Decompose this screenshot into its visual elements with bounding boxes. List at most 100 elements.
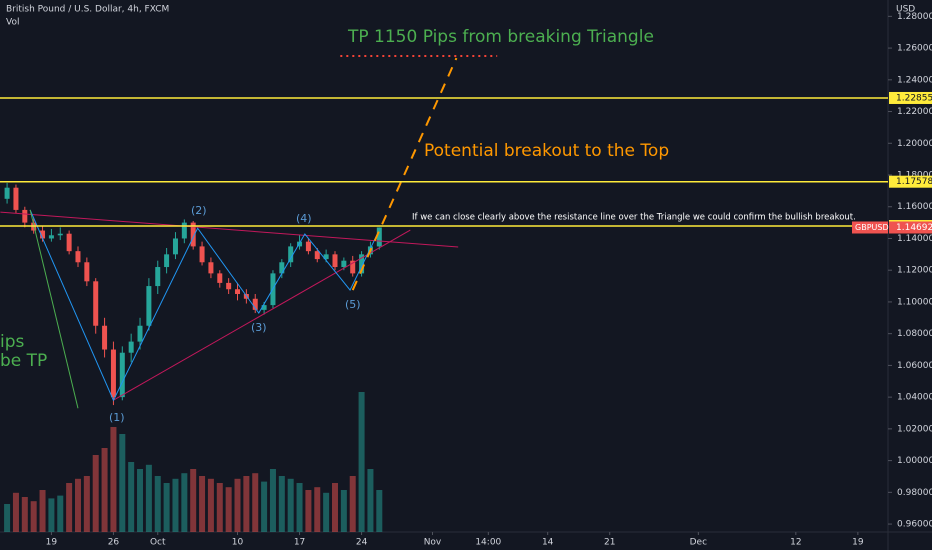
volume-bar — [154, 476, 161, 532]
y-tick-label: 1.12000 — [897, 266, 932, 276]
y-tick-label: 1.28000 — [897, 12, 932, 22]
volume-bar — [190, 469, 197, 532]
volume-bar — [12, 492, 19, 532]
price-tag — [889, 91, 932, 104]
y-tick-label: 1.04000 — [897, 393, 932, 403]
y-tick-label: 1.16000 — [897, 202, 932, 212]
candle-body — [314, 251, 320, 260]
wave-label: (1) — [109, 411, 125, 424]
x-tick-label: Nov — [424, 538, 442, 548]
x-tick-label: Oct — [150, 538, 166, 548]
volume-bar — [92, 455, 99, 532]
wave-label: (2) — [191, 204, 207, 217]
candle-body — [332, 254, 338, 268]
y-tick-label: 1.08000 — [897, 329, 932, 339]
volume-bar — [349, 476, 356, 532]
drawing-line — [29, 209, 79, 409]
candle-body — [190, 222, 196, 247]
price-tag-label: 1.22855 — [896, 93, 932, 103]
candle-body — [4, 187, 10, 199]
volume-bar — [145, 464, 152, 532]
y-tick-label: 1.14000 — [897, 234, 932, 244]
y-tick-label: 1.02000 — [897, 424, 932, 434]
candle-body — [323, 254, 329, 260]
y-tick-label: 1.26000 — [897, 44, 932, 54]
candle-body — [208, 262, 214, 274]
wave-label: (4) — [296, 212, 312, 225]
volume-bar — [269, 469, 276, 532]
annotation: Potential breakout to the Top — [424, 141, 669, 161]
candle-body — [252, 298, 258, 310]
drawing-line — [113, 229, 411, 401]
volume-bar — [4, 504, 11, 532]
y-tick-label: 1.24000 — [897, 75, 932, 85]
x-tick-label: 19 — [46, 538, 58, 548]
candle-body — [235, 289, 241, 295]
volume-bar — [110, 427, 117, 532]
volume-bar — [57, 495, 64, 532]
candle-body — [13, 187, 19, 210]
candle-body — [279, 262, 285, 274]
subtitle: Vol — [6, 18, 19, 28]
candle-body — [57, 233, 63, 236]
volume-bar — [83, 476, 90, 532]
candle-body — [40, 230, 46, 239]
candle-body — [261, 305, 267, 310]
volume-bar — [367, 469, 374, 532]
wave-label: (3) — [251, 321, 267, 334]
price-tag — [889, 175, 932, 188]
x-tick-label: 12 — [790, 538, 801, 548]
volume-bar — [323, 492, 330, 532]
y-tick-label: 1.20000 — [897, 139, 932, 149]
volume-bar — [296, 483, 303, 532]
volume-bar — [252, 473, 259, 532]
annotation: If we can close clearly above the resist… — [412, 213, 856, 223]
candle-body — [199, 246, 205, 263]
candle-body — [172, 238, 178, 255]
symbol-tag — [852, 221, 888, 234]
candle-body — [288, 246, 294, 263]
y-tick-label: 1.00000 — [897, 456, 932, 466]
drawing-line — [351, 57, 458, 291]
volume-bar — [101, 448, 108, 532]
candle-body — [164, 254, 170, 268]
candle-body — [181, 222, 187, 239]
candle-body — [119, 352, 125, 398]
volume-bar — [199, 476, 206, 532]
volume-bar — [21, 497, 28, 532]
candle-body — [66, 233, 72, 252]
volume-bar — [119, 434, 126, 532]
x-tick-label: 26 — [108, 538, 120, 548]
x-tick-label: 24 — [356, 538, 368, 548]
candle-body — [305, 241, 311, 252]
volume-bar — [376, 490, 383, 532]
axis-label: USD — [896, 5, 915, 15]
volume-bar — [137, 469, 144, 532]
price-tag-label: 1.14692 — [896, 223, 932, 233]
candle-body — [341, 260, 347, 268]
x-tick-label: 10 — [232, 538, 244, 548]
candle-body — [155, 267, 161, 287]
price-tag — [889, 221, 932, 234]
candle-body — [350, 260, 356, 274]
y-tick-label: 0.98000 — [897, 488, 932, 498]
drawing-line — [0, 211, 459, 248]
volume-bar — [261, 481, 268, 532]
volume-bar — [216, 483, 223, 532]
volume-bar — [358, 392, 365, 532]
volume-bar — [340, 490, 347, 532]
candle-body — [128, 341, 134, 353]
candle-body — [359, 254, 365, 274]
volume-bar — [207, 478, 214, 532]
x-tick-label: 17 — [294, 538, 305, 548]
candle-body — [376, 227, 382, 247]
candle-body — [110, 349, 116, 398]
volume-bar — [234, 478, 241, 532]
x-tick-label: 21 — [604, 538, 615, 548]
annotation: TP 1150 Pips from breaking Triangle — [347, 27, 654, 47]
x-tick-label: Dec — [690, 538, 707, 548]
candle-body — [137, 325, 143, 342]
volume-bar — [74, 478, 81, 532]
volume-bar — [172, 478, 179, 532]
